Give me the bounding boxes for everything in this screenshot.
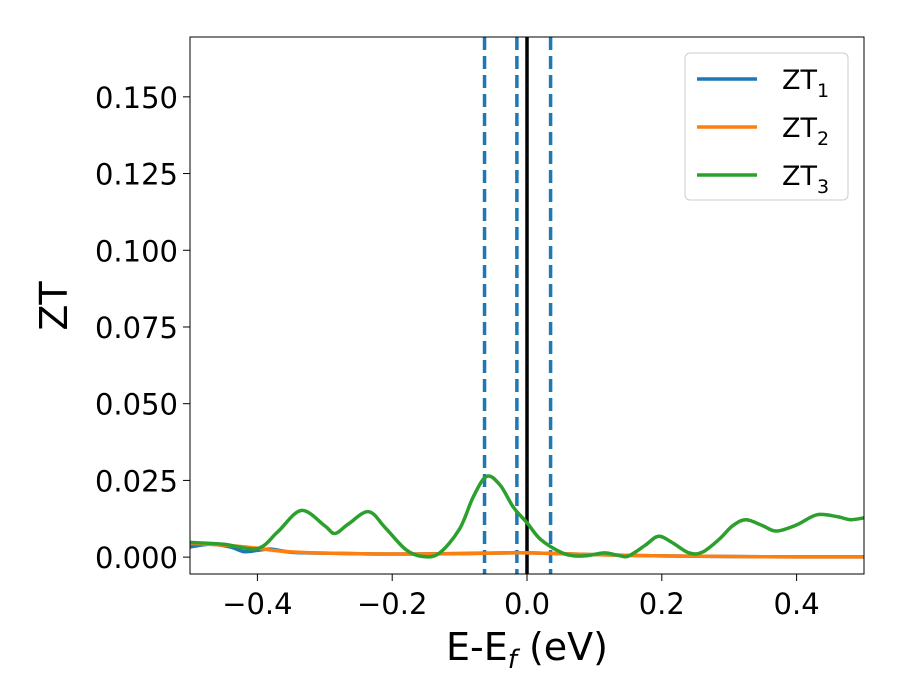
legend-label-main: ZT	[782, 65, 817, 96]
x-tick-label: 0.0	[504, 587, 550, 621]
x-tick-label: −0.4	[222, 587, 292, 621]
y-tick-label: 0.100	[95, 234, 178, 268]
x-axis-label: E-Ef (eV)	[446, 625, 608, 675]
y-axis-label: ZT	[32, 281, 76, 331]
y-tick-label: 0.150	[95, 81, 178, 115]
y-axis: 0.000 0.025 0.050 0.075 0.100 0.125 0.150	[95, 81, 190, 575]
reference-lines	[482, 37, 553, 574]
x-axis-label-suffix: (eV)	[517, 625, 608, 669]
y-tick-label: 0.025	[95, 464, 178, 498]
x-tick-label: 0.4	[774, 587, 820, 621]
series-line-zt2	[190, 541, 864, 559]
x-axis-label-main: E-E	[446, 625, 508, 669]
series-lines	[190, 474, 864, 559]
y-tick-label: 0.050	[95, 388, 178, 422]
x-axis: −0.4 −0.2 0.0 0.2 0.4	[222, 574, 820, 621]
y-tick-label: 0.000	[95, 541, 178, 575]
legend-label-zt3: ZT3	[782, 161, 829, 198]
x-tick-label: −0.2	[357, 587, 427, 621]
y-tick-label: 0.125	[95, 158, 178, 192]
legend-label-main: ZT	[782, 113, 817, 144]
legend-label-subscript: 3	[817, 176, 829, 198]
y-tick-label: 0.075	[95, 311, 178, 345]
series-line-zt3	[190, 474, 864, 559]
legend-label-subscript: 1	[817, 80, 829, 102]
legend-label-zt1: ZT1	[782, 65, 829, 102]
x-tick-label: 0.2	[639, 587, 685, 621]
legend-label-main: ZT	[782, 161, 817, 192]
legend-label-zt2: ZT2	[782, 113, 829, 150]
legend-label-subscript: 2	[817, 128, 829, 150]
legend-box	[684, 52, 849, 201]
